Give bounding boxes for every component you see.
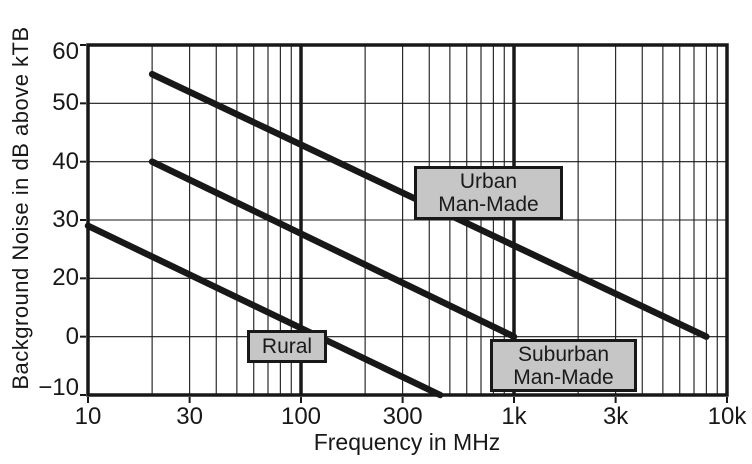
x-tick-label: 1k [501, 403, 527, 430]
urban-label-line2: Man-Made [438, 193, 539, 216]
x-tick-label: 100 [280, 403, 322, 430]
suburban-label-line2: Man-Made [513, 365, 614, 389]
y-tick-label: −10 [38, 374, 79, 401]
x-tick-label: 10k [707, 403, 747, 430]
x-tick-label: 300 [382, 403, 423, 430]
noise-curve [148, 158, 518, 340]
x-axis-title: Frequency in MHz [313, 429, 501, 455]
plot-border-group [86, 43, 729, 397]
y-tick-label: 40 [52, 147, 79, 175]
urban-label-line1: Urban [459, 170, 518, 193]
y-axis-title: Background Noise in dB above kTB [8, 26, 33, 390]
tick-marks-group [80, 44, 728, 403]
rural-label-line1: Rural [261, 335, 313, 358]
x-tick-label: 3k [602, 403, 629, 430]
urban-label-box: Urban Man-Made [414, 166, 563, 220]
suburban-label-line1: Suburban [517, 342, 610, 366]
rural-label-box: Rural [247, 330, 327, 363]
noise-curve [84, 222, 444, 399]
y-tick-label: 60 [52, 38, 79, 65]
y-tick-label: 30 [52, 206, 79, 233]
suburban-label-box: Suburban Man-Made [490, 339, 637, 392]
y-tick-label: 20 [52, 264, 79, 292]
gridlines-group [88, 45, 727, 395]
plot-border [86, 43, 729, 397]
y-tick-label: 50 [52, 89, 79, 117]
x-tick-label: 10 [74, 403, 102, 430]
y-tick-label: 0 [65, 322, 79, 350]
x-tick-label: 30 [176, 403, 203, 430]
